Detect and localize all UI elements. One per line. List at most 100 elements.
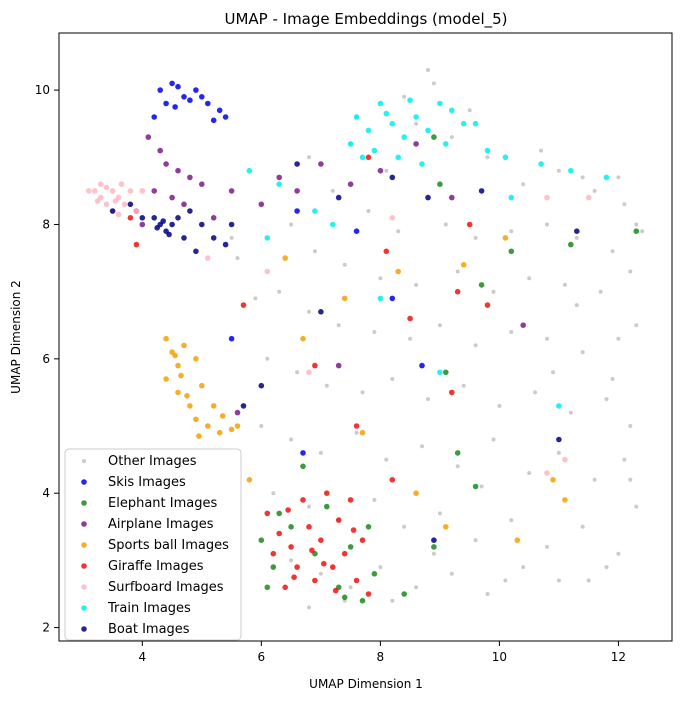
- point-series-2-8: [359, 597, 366, 604]
- point-series-0-33: [277, 289, 282, 294]
- point-series-2-22: [431, 134, 437, 140]
- legend-marker-3: [81, 521, 87, 527]
- point-series-7-28: [603, 174, 610, 181]
- point-series-4-29: [359, 429, 366, 436]
- point-series-1-13: [172, 104, 178, 110]
- point-series-5-11: [359, 537, 366, 543]
- point-series-7-22: [276, 181, 283, 187]
- legend-label-3: Airplane Images: [108, 517, 214, 532]
- point-series-6-19: [306, 369, 312, 376]
- point-series-8-12: [222, 241, 229, 248]
- point-series-2-13: [401, 591, 408, 597]
- point-series-8-19: [335, 194, 342, 201]
- point-series-8-24: [258, 382, 265, 389]
- point-series-0-44: [265, 356, 270, 361]
- x-tick-label-2: 8: [377, 650, 385, 664]
- point-series-0-74: [473, 538, 478, 543]
- point-series-3-3: [175, 167, 181, 174]
- point-series-0-92: [390, 598, 395, 603]
- point-series-4-24: [460, 262, 467, 268]
- point-series-1-3: [193, 87, 199, 93]
- point-series-8-0: [151, 215, 157, 221]
- legend-marker-8: [81, 626, 87, 632]
- point-series-0-6: [556, 168, 561, 173]
- point-series-5-36: [449, 389, 455, 396]
- point-series-3-1: [157, 147, 163, 154]
- point-series-7-12: [395, 154, 402, 161]
- x-tick-label-3: 10: [492, 650, 507, 664]
- point-series-5-19: [332, 587, 339, 594]
- point-series-6-23: [562, 456, 568, 463]
- point-series-7-6: [425, 127, 431, 134]
- point-series-4-17: [219, 413, 226, 419]
- point-series-3-19: [520, 322, 526, 329]
- point-series-8-14: [181, 235, 187, 241]
- point-series-5-0: [264, 510, 271, 517]
- point-series-2-17: [443, 369, 449, 376]
- point-series-2-7: [347, 544, 354, 550]
- point-series-1-18: [419, 362, 425, 369]
- point-series-0-12: [330, 188, 335, 193]
- point-series-8-10: [199, 221, 205, 228]
- point-series-5-25: [133, 241, 140, 248]
- point-series-0-13: [366, 209, 371, 213]
- point-series-4-5: [187, 403, 193, 409]
- plot-frame: [58, 32, 673, 642]
- point-series-3-14: [318, 161, 324, 167]
- point-series-5-15: [324, 490, 330, 497]
- point-series-0-29: [527, 276, 532, 281]
- point-series-0-69: [307, 504, 311, 509]
- point-series-8-9: [187, 208, 193, 214]
- point-series-6-0: [91, 188, 98, 194]
- point-series-4-23: [395, 268, 402, 275]
- point-series-8-27: [556, 436, 562, 443]
- point-series-7-17: [383, 110, 390, 117]
- point-series-3-12: [258, 201, 265, 208]
- point-series-0-52: [533, 390, 538, 395]
- point-series-6-10: [86, 188, 92, 194]
- point-series-4-12: [199, 382, 205, 389]
- point-series-7-4: [401, 134, 408, 140]
- point-series-5-21: [309, 547, 315, 554]
- legend-marker-4: [81, 542, 87, 548]
- point-series-0-98: [467, 108, 472, 113]
- point-series-0-37: [408, 336, 413, 341]
- point-series-0-55: [628, 424, 633, 428]
- point-series-0-90: [307, 605, 311, 610]
- point-series-4-11: [193, 356, 199, 362]
- point-series-8-13: [193, 248, 199, 255]
- point-series-3-23: [228, 188, 235, 194]
- point-series-4-15: [178, 372, 184, 379]
- point-series-1-10: [151, 114, 157, 120]
- legend: Other Images Skis Images Elephant Images Ai…: [64, 448, 242, 641]
- point-series-5-12: [365, 591, 372, 597]
- point-series-6-17: [205, 255, 211, 261]
- point-series-5-10: [353, 577, 360, 584]
- point-series-7-3: [389, 120, 396, 127]
- point-series-2-2: [288, 524, 294, 530]
- point-series-8-5: [175, 215, 181, 221]
- point-series-4-20: [282, 255, 289, 261]
- point-series-6-12: [115, 211, 122, 218]
- point-series-1-5: [216, 107, 223, 114]
- scatter-points: [86, 68, 645, 610]
- point-series-0-58: [318, 450, 323, 455]
- point-series-0-54: [604, 397, 609, 402]
- point-series-3-0: [145, 134, 152, 140]
- point-series-4-6: [193, 416, 199, 423]
- point-series-7-15: [407, 97, 413, 103]
- point-series-0-7: [592, 188, 597, 193]
- point-series-1-6: [163, 100, 169, 107]
- point-series-2-23: [437, 181, 443, 187]
- point-series-2-11: [264, 584, 271, 591]
- point-series-0-103: [574, 303, 579, 308]
- point-series-2-15: [454, 450, 461, 456]
- point-series-5-17: [347, 497, 354, 503]
- point-series-5-18: [291, 574, 297, 580]
- point-series-0-11: [307, 155, 311, 160]
- point-series-0-40: [509, 330, 514, 334]
- point-series-0-35: [336, 323, 341, 328]
- point-series-6-22: [585, 194, 592, 201]
- y-tick-label-3: 8: [42, 217, 50, 231]
- point-series-1-2: [181, 94, 187, 100]
